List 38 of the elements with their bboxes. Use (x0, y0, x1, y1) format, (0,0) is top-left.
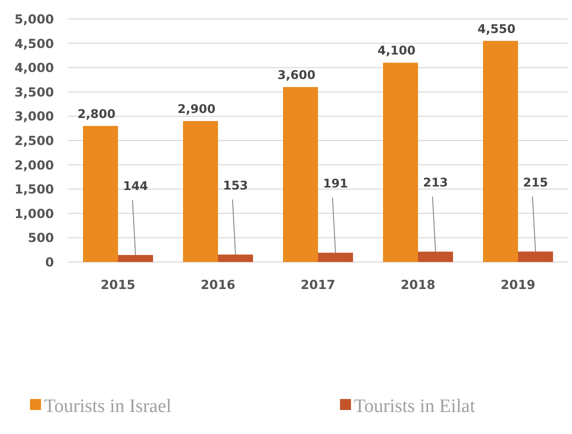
y-tick-label: 4,000 (14, 60, 54, 76)
legend-label: Tourists in Israel (44, 396, 172, 417)
data-label: 4,100 (378, 44, 416, 58)
data-label: 3,600 (278, 68, 316, 82)
y-tick-label: 3,500 (14, 84, 54, 100)
bar (483, 40, 518, 262)
x-tick-label: 2019 (500, 277, 536, 292)
y-tick-label: 1,000 (14, 206, 54, 221)
y-tick-label: 1,500 (14, 182, 54, 197)
x-tick-label: 2017 (300, 277, 336, 292)
data-label: 2,800 (78, 106, 116, 121)
bar (418, 252, 453, 262)
bar (83, 126, 118, 262)
data-label: 144 (122, 179, 148, 193)
y-tick-label: 500 (28, 230, 54, 246)
x-tick-label: 2018 (400, 277, 436, 292)
y-tick-label: 5,000 (14, 12, 54, 26)
y-tick-label: 2,500 (14, 133, 54, 148)
data-label: 191 (322, 176, 348, 191)
bar (518, 252, 553, 262)
x-tick-label: 2016 (200, 277, 236, 292)
data-label: 2,900 (178, 102, 216, 116)
bar (183, 121, 218, 262)
legend-label: Tourists in Eilat (354, 396, 476, 417)
bar (218, 254, 253, 262)
y-tick-label: 2,000 (14, 157, 54, 172)
data-label: 153 (222, 178, 248, 193)
data-label: 213 (422, 176, 448, 190)
y-tick-label: 0 (45, 254, 54, 270)
y-tick-label: 4,500 (14, 36, 54, 51)
x-tick-label: 2015 (100, 277, 136, 292)
bar (118, 255, 153, 262)
data-label: 4,550 (478, 22, 516, 36)
bar (283, 87, 318, 262)
data-label: 215 (522, 176, 548, 190)
y-tick-label: 3,000 (14, 108, 54, 124)
bar (318, 252, 353, 262)
bar (383, 62, 418, 262)
